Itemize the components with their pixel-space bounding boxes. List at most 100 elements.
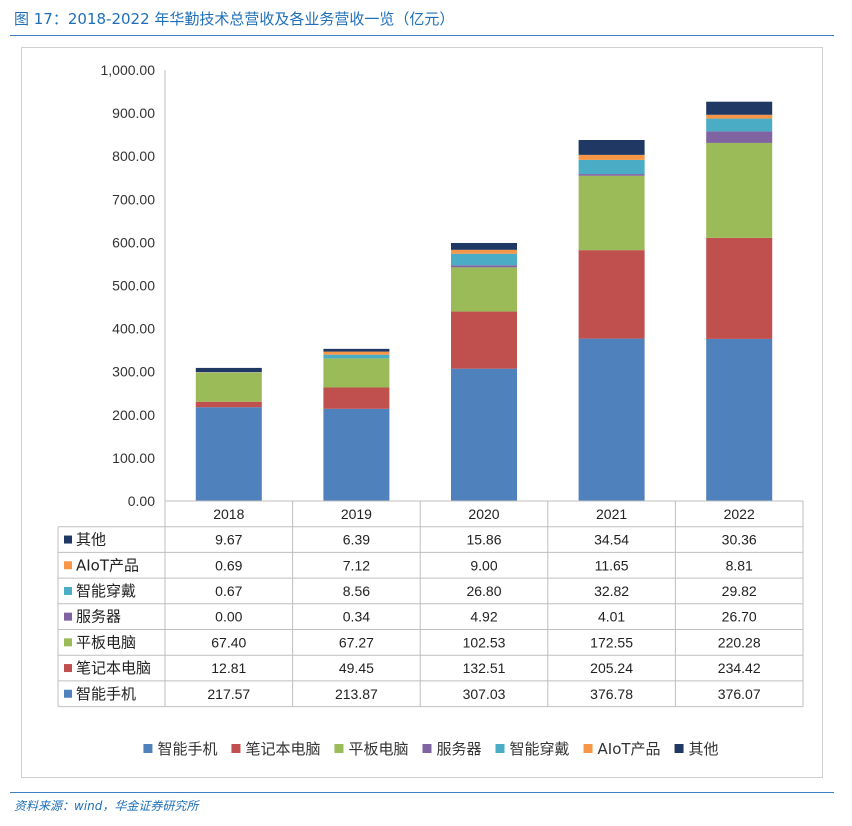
legend-label: 智能穿戴 bbox=[510, 740, 570, 758]
legend-item: 服务器 bbox=[422, 740, 482, 758]
data-value-cell: 132.51 bbox=[463, 660, 506, 676]
bar-segment bbox=[578, 250, 645, 339]
bar-segment bbox=[706, 101, 773, 115]
data-value-cell: 307.03 bbox=[463, 686, 506, 702]
x-category-label: 2021 bbox=[596, 506, 627, 522]
data-value-cell: 26.80 bbox=[466, 583, 501, 599]
data-value-cell: 12.81 bbox=[211, 660, 246, 676]
row-series-label: 服务器 bbox=[76, 608, 121, 626]
data-value-cell: 30.36 bbox=[722, 532, 757, 548]
x-category-label: 2019 bbox=[341, 506, 372, 522]
legend-swatch bbox=[143, 744, 153, 753]
source-note: 资料来源：wind，华金证券研究所 bbox=[14, 799, 199, 813]
y-tick-label: 500.00 bbox=[112, 278, 155, 294]
row-series-label: 其他 bbox=[76, 531, 106, 549]
row-legend-key bbox=[64, 689, 72, 698]
legend-swatch bbox=[583, 744, 593, 753]
bar-segment bbox=[706, 338, 773, 501]
bar-segment bbox=[578, 154, 645, 160]
row-legend-key bbox=[64, 664, 72, 673]
y-tick-label: 400.00 bbox=[112, 321, 155, 337]
legend-label: 其他 bbox=[689, 740, 719, 758]
bar-segment bbox=[195, 407, 262, 501]
data-value-cell: 205.24 bbox=[590, 660, 633, 676]
y-tick-label: 900.00 bbox=[112, 105, 155, 121]
data-value-cell: 67.40 bbox=[211, 634, 246, 650]
bar-segment bbox=[706, 131, 773, 143]
chart-frame bbox=[21, 47, 823, 778]
data-value-cell: 6.39 bbox=[343, 532, 370, 548]
legend-item: 其他 bbox=[674, 740, 719, 758]
bar-segment bbox=[195, 401, 262, 408]
legend-label: 智能手机 bbox=[157, 740, 217, 758]
bar-segment bbox=[578, 139, 645, 155]
data-table: 2018 2019 2020 2021 2022 其他 9.67 6.39 15.86 34.54… bbox=[57, 500, 804, 708]
data-value-cell: 9.67 bbox=[215, 532, 242, 548]
data-value-cell: 102.53 bbox=[463, 634, 506, 650]
x-category-label: 2022 bbox=[724, 506, 755, 522]
source-rule bbox=[10, 792, 834, 793]
legend: 智能手机 笔记本电脑 平板电脑 服务器 智能穿戴 AIoT产品 其他 bbox=[143, 740, 719, 758]
row-series-label: 笔记本电脑 bbox=[76, 659, 151, 677]
row-legend-key bbox=[64, 612, 72, 621]
y-tick-label: 600.00 bbox=[112, 234, 155, 250]
data-value-cell: 4.01 bbox=[598, 609, 625, 625]
bar-segment bbox=[578, 338, 645, 501]
bar-segment bbox=[451, 267, 517, 312]
y-tick-label: 0.00 bbox=[128, 493, 155, 509]
data-value-cell: 26.70 bbox=[722, 609, 757, 625]
bar-segment bbox=[706, 118, 773, 132]
bar-segment bbox=[451, 265, 517, 268]
data-value-cell: 7.12 bbox=[343, 557, 370, 573]
row-legend-key bbox=[64, 586, 72, 595]
bar-segment bbox=[706, 237, 773, 339]
row-series-label: 智能穿戴 bbox=[76, 582, 136, 600]
legend-item: 笔记本电脑 bbox=[231, 740, 320, 758]
row-legend-key bbox=[64, 561, 72, 570]
data-value-cell: 0.34 bbox=[343, 609, 370, 625]
data-value-cell: 11.65 bbox=[595, 557, 629, 573]
data-value-cell: 8.56 bbox=[343, 583, 370, 599]
y-tick-label: 300.00 bbox=[112, 364, 155, 380]
row-series-label: 智能手机 bbox=[76, 685, 136, 703]
data-value-cell: 9.00 bbox=[470, 557, 497, 573]
data-value-cell: 49.45 bbox=[339, 660, 374, 676]
row-legend-key bbox=[64, 535, 72, 544]
bar-segment bbox=[323, 351, 390, 355]
data-value-cell: 376.78 bbox=[590, 686, 633, 702]
data-value-cell: 15.86 bbox=[466, 532, 501, 548]
bars bbox=[195, 101, 773, 501]
data-value-cell: 217.57 bbox=[207, 686, 250, 702]
legend-label: AIoT产品 bbox=[598, 740, 661, 758]
bar-segment bbox=[706, 142, 773, 238]
row-legend-key bbox=[64, 638, 72, 647]
data-value-cell: 213.87 bbox=[335, 686, 378, 702]
bar-segment bbox=[578, 174, 645, 176]
data-value-cell: 4.92 bbox=[470, 609, 497, 625]
legend-swatch bbox=[674, 744, 684, 753]
row-series-label: AIoT产品 bbox=[76, 556, 139, 574]
bar-segment bbox=[578, 175, 645, 251]
bar-segment bbox=[451, 253, 517, 266]
bar-segment bbox=[323, 408, 390, 501]
y-tick-label: 700.00 bbox=[112, 191, 155, 207]
y-tick-label: 200.00 bbox=[112, 407, 155, 423]
legend-swatch bbox=[231, 744, 241, 753]
legend-swatch bbox=[495, 744, 505, 753]
legend-label: 笔记本电脑 bbox=[245, 740, 320, 758]
bar-segment bbox=[323, 387, 390, 409]
data-value-cell: 8.81 bbox=[726, 557, 753, 573]
data-value-cell: 172.55 bbox=[590, 634, 633, 650]
legend-item: 智能手机 bbox=[143, 740, 217, 758]
data-value-cell: 32.82 bbox=[594, 583, 629, 599]
bar-segment bbox=[195, 367, 262, 373]
data-value-cell: 0.00 bbox=[215, 609, 242, 625]
x-category-label: 2018 bbox=[213, 506, 244, 522]
data-value-cell: 34.54 bbox=[594, 532, 629, 548]
data-value-cell: 234.42 bbox=[718, 660, 761, 676]
bar-segment bbox=[706, 114, 773, 119]
y-tick-label: 800.00 bbox=[112, 148, 155, 164]
bar-segment bbox=[451, 242, 517, 250]
row-series-label: 平板电脑 bbox=[76, 633, 136, 651]
y-tick-label: 100.00 bbox=[112, 450, 155, 466]
